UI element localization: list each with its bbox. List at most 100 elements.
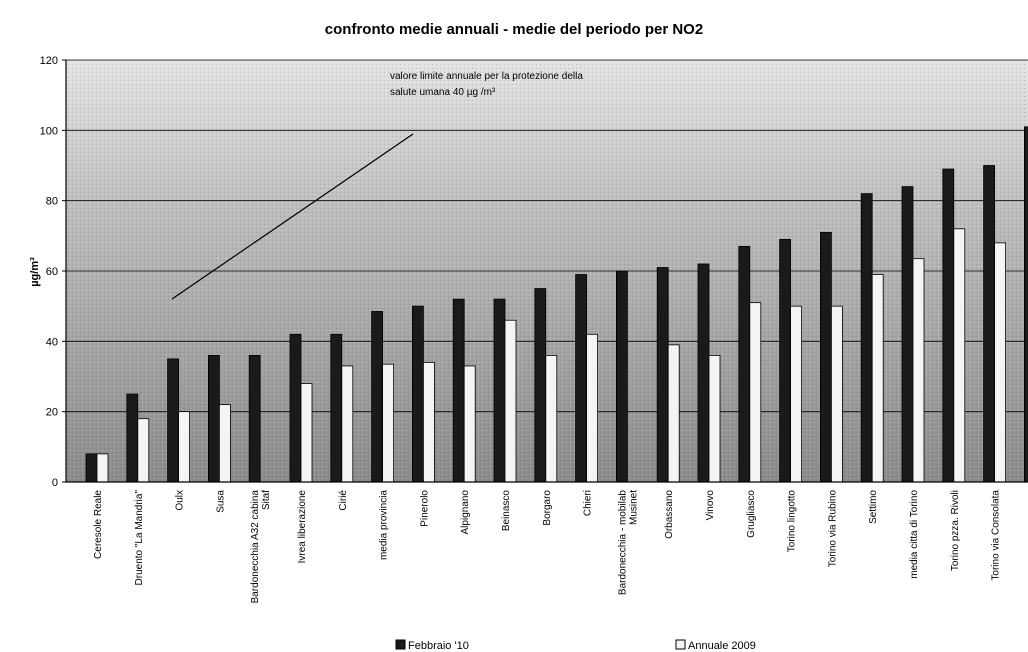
bar-febbraio xyxy=(983,165,995,483)
bar-annuale xyxy=(218,404,231,483)
bar-annuale xyxy=(586,333,598,483)
annotation-pointer xyxy=(171,133,414,300)
x-category-label: Druento "La Mandria" xyxy=(134,490,145,586)
bar-febbraio xyxy=(411,305,424,483)
x-category-label: Torino lingotto xyxy=(787,490,798,553)
legend-swatch-annuale xyxy=(675,639,686,650)
x-category-label: Oulx xyxy=(175,490,186,511)
bar-annuale xyxy=(831,305,843,483)
x-category-label-line: media provincia xyxy=(379,490,390,560)
bar-febbraio xyxy=(493,298,506,483)
x-category-label-line: Oulx xyxy=(175,490,186,511)
bar-febbraio xyxy=(1024,126,1028,483)
chart-title: confronto medie annuali - medie del peri… xyxy=(325,21,703,38)
bar-febbraio xyxy=(901,186,914,483)
bar-febbraio xyxy=(616,270,628,483)
bar-annuale xyxy=(137,418,150,483)
y-tick-label: 80 xyxy=(46,196,58,208)
bar-annuale xyxy=(300,383,313,483)
x-category-label-line: Torino via Consolata xyxy=(991,490,1002,581)
x-category-label: Alpignano xyxy=(460,490,471,535)
x-category-label: Beinasco xyxy=(501,490,512,532)
x-category-label: Bardonecchia A32 cabina Sitaf xyxy=(250,490,272,604)
x-category-label-line: Bardonecchia - mobilab xyxy=(617,490,628,595)
bar-annuale xyxy=(341,365,354,483)
x-category-label-line: Beinasco xyxy=(501,490,512,532)
bar-febbraio xyxy=(942,168,955,483)
x-category-label: Torino via Rubino xyxy=(827,490,838,568)
x-category-label-line: Torino lingotto xyxy=(787,490,798,553)
bar-annuale xyxy=(96,453,109,483)
x-category-label-line: Bardonecchia A32 cabina xyxy=(250,490,261,604)
bar-febbraio xyxy=(779,238,791,483)
x-category-label-line: Torino via Rubino xyxy=(827,490,838,568)
bar-febbraio xyxy=(126,393,139,483)
x-category-label: Torino pzza. Rivoli xyxy=(950,490,961,571)
x-category-label: Borgaro xyxy=(542,490,553,526)
x-category-label-line: Druento "La Mandria" xyxy=(134,490,145,586)
y-tick-label: 120 xyxy=(40,55,58,67)
bar-annuale xyxy=(871,274,884,483)
bar-febbraio xyxy=(371,311,384,483)
annotation-line-2: salute umana 40 µg /m³ xyxy=(390,87,496,98)
x-category-label-line: Settimo xyxy=(868,490,879,524)
x-category-label-line: Grugliasco xyxy=(746,490,757,538)
bar-annuale xyxy=(994,242,1006,483)
x-category-label-line: Chieri xyxy=(583,490,594,516)
x-category-label: Ceresole Reale xyxy=(93,490,104,559)
bar-annuale xyxy=(667,344,680,483)
bar-annuale xyxy=(953,228,966,483)
x-category-label-line: Vinovo xyxy=(705,490,716,521)
x-category-label-line: Pinerolo xyxy=(419,490,430,527)
x-category-label: Torino via Consolata xyxy=(991,490,1002,581)
x-category-label: Susa xyxy=(215,490,226,513)
x-category-label-line: Orbassano xyxy=(664,490,675,539)
x-category-label: Orbassano xyxy=(664,490,675,539)
x-category-label: media provincia xyxy=(379,490,390,560)
y-tick-label: 40 xyxy=(46,336,58,348)
x-category-label-line: Torino pzza. Rivoli xyxy=(950,490,961,571)
x-category-label-line: Ceresole Reale xyxy=(93,490,104,559)
bar-febbraio xyxy=(575,274,587,483)
y-tick-label: 100 xyxy=(40,125,58,137)
bar-annuale xyxy=(178,411,191,483)
x-category-label-line: Susa xyxy=(215,490,226,513)
bar-annuale xyxy=(708,354,721,483)
x-category-label: Pinerolo xyxy=(419,490,430,527)
legend-label-febbraio: Febbraio '10 xyxy=(408,640,469,652)
bar-febbraio xyxy=(248,354,261,483)
x-category-label: Settimo xyxy=(868,490,879,524)
x-category-label-line: Ivrea liberazione xyxy=(297,490,308,564)
y-axis-label: µg/m³ xyxy=(29,257,41,287)
y-tick-label: 20 xyxy=(46,407,58,419)
x-category-label: Ivrea liberazione xyxy=(297,490,308,564)
bars xyxy=(85,126,1028,483)
bar-annuale xyxy=(504,319,517,483)
x-category-label-line: media citta di Torino xyxy=(909,490,920,579)
bar-febbraio xyxy=(452,298,465,483)
bar-febbraio xyxy=(534,288,547,483)
x-category-label-line: Borgaro xyxy=(542,490,553,526)
bar-febbraio xyxy=(697,263,710,483)
x-category-labels: Ceresole Reale Druento "La Mandria" Oulx Su… xyxy=(93,490,1002,604)
bar-febbraio xyxy=(85,453,98,483)
x-category-label-line: Cirié xyxy=(338,490,349,511)
bar-annuale xyxy=(463,365,476,483)
bar-febbraio xyxy=(289,333,302,483)
x-category-label-line: Sitaf xyxy=(261,490,272,510)
x-category-label: Vinovo xyxy=(705,490,716,521)
x-category-label: Chieri xyxy=(583,490,594,516)
y-tick-labels: 0 20 40 60 80 100 120 xyxy=(40,55,66,489)
x-category-label: Cirié xyxy=(338,490,349,511)
bar-annuale xyxy=(912,258,925,483)
y-tick-label: 60 xyxy=(46,266,58,278)
x-category-label-line: Alpignano xyxy=(460,490,471,535)
bar-annuale xyxy=(749,302,762,483)
bar-febbraio xyxy=(860,193,873,483)
x-category-label: media citta di Torino xyxy=(909,490,920,579)
legend: Febbraio '10 Annuale 2009 xyxy=(395,639,756,652)
legend-label-annuale: Annuale 2009 xyxy=(688,640,756,652)
bar-febbraio xyxy=(820,231,832,483)
